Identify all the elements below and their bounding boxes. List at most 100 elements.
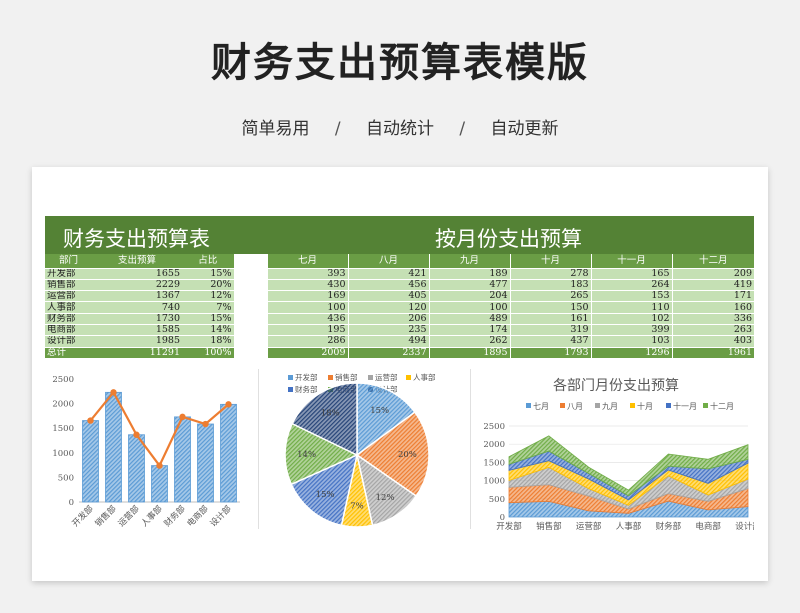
table-cell[interactable]: 2009 bbox=[266, 347, 348, 359]
table-cell[interactable]: 1730 bbox=[92, 313, 182, 325]
table-cell[interactable]: 开发部 bbox=[45, 268, 92, 280]
table-cell[interactable]: 2337 bbox=[347, 347, 429, 359]
legend-label: 十二月 bbox=[710, 401, 734, 411]
table-cell[interactable]: 206 bbox=[347, 313, 429, 325]
table-cell[interactable]: 100 bbox=[428, 301, 510, 314]
table-cell[interactable]: 421 bbox=[347, 268, 429, 280]
table-header-cell[interactable]: 部门 bbox=[45, 254, 92, 269]
table-cell[interactable]: 419 bbox=[671, 279, 754, 292]
table-cell[interactable]: 189 bbox=[428, 268, 510, 280]
table-cell[interactable]: 100% bbox=[182, 347, 234, 359]
legend-label: 人事部 bbox=[413, 372, 436, 382]
line-point bbox=[110, 389, 117, 396]
table-header-cell[interactable]: 八月 bbox=[347, 254, 429, 269]
banner-title-right[interactable]: 按月份支出预算 bbox=[435, 227, 582, 251]
table-header-cell[interactable]: 十一月 bbox=[590, 254, 672, 269]
table-cell[interactable]: 设计部 bbox=[45, 335, 92, 348]
table-cell[interactable]: 264 bbox=[590, 279, 672, 292]
table-cell[interactable]: 153 bbox=[590, 290, 672, 303]
table-cell[interactable]: 电商部 bbox=[45, 324, 92, 337]
table-cell[interactable]: 169 bbox=[266, 290, 348, 303]
table-header-cell[interactable]: 十月 bbox=[509, 254, 591, 269]
table-cell[interactable]: 336 bbox=[671, 313, 754, 325]
table-cell[interactable]: 15% bbox=[182, 313, 234, 325]
table-cell[interactable]: 20% bbox=[182, 279, 234, 292]
table-header-cell[interactable]: 九月 bbox=[428, 254, 510, 269]
line-point bbox=[202, 420, 209, 428]
table-cell[interactable]: 15% bbox=[182, 268, 234, 280]
table-header-cell[interactable]: 支出预算 bbox=[92, 254, 182, 269]
table-spacer-cell bbox=[233, 301, 267, 314]
table-cell[interactable]: 103 bbox=[590, 335, 672, 348]
table-cell[interactable]: 120 bbox=[347, 301, 429, 314]
banner-title-left[interactable]: 财务支出预算表 bbox=[63, 227, 210, 251]
bar bbox=[105, 391, 122, 503]
table-cell[interactable]: 1367 bbox=[92, 290, 182, 303]
table-cell[interactable]: 740 bbox=[92, 301, 182, 314]
table-header-cell[interactable]: 七月 bbox=[266, 254, 348, 269]
table-cell[interactable]: 7% bbox=[182, 301, 234, 314]
table-header-cell[interactable]: 占比 bbox=[182, 254, 234, 269]
budget-bar-chart[interactable]: 0 500 1000 1500 2000 2500 开发部 销售部 运营部 人事部 财务部 电商部 设计… bbox=[46, 369, 244, 531]
table-cell[interactable]: 399 bbox=[590, 324, 672, 337]
table-cell[interactable]: 人事部 bbox=[45, 301, 92, 314]
table-cell[interactable]: 1985 bbox=[92, 335, 182, 348]
table-cell[interactable]: 286 bbox=[266, 335, 348, 348]
table-cell[interactable]: 1793 bbox=[509, 347, 591, 359]
table-cell[interactable]: 1961 bbox=[671, 347, 754, 359]
table-cell[interactable]: 1585 bbox=[92, 324, 182, 337]
table-cell[interactable]: 403 bbox=[671, 335, 754, 348]
table-cell[interactable]: 14% bbox=[182, 324, 234, 337]
table-cell[interactable]: 174 bbox=[428, 324, 510, 337]
table-cell[interactable]: 430 bbox=[266, 279, 348, 292]
table-cell[interactable]: 235 bbox=[347, 324, 429, 337]
table-cell[interactable]: 278 bbox=[509, 268, 591, 280]
pie-slice bbox=[356, 382, 416, 457]
table-cell[interactable]: 393 bbox=[266, 268, 348, 280]
table-cell[interactable]: 262 bbox=[428, 335, 510, 348]
table-cell[interactable]: 165 bbox=[590, 268, 672, 280]
table-cell[interactable]: 1895 bbox=[428, 347, 510, 359]
table-cell[interactable]: 161 bbox=[509, 313, 591, 325]
table-cell[interactable]: 195 bbox=[266, 324, 348, 337]
table-cell[interactable]: 263 bbox=[671, 324, 754, 337]
table-cell[interactable]: 183 bbox=[509, 279, 591, 292]
table-cell[interactable]: 1296 bbox=[590, 347, 672, 359]
table-header-cell[interactable]: 十二月 bbox=[671, 254, 754, 269]
table-cell[interactable]: 18% bbox=[182, 335, 234, 348]
x-tick-label: 电商部 bbox=[695, 521, 721, 531]
legend-label: 运营部 bbox=[375, 372, 398, 382]
table-cell[interactable]: 100 bbox=[266, 301, 348, 314]
table-cell[interactable]: 110 bbox=[590, 301, 672, 314]
x-tick-label: 运营部 bbox=[576, 521, 602, 531]
pie-data-label: 12% bbox=[376, 493, 395, 503]
table-cell[interactable]: 运营部 bbox=[45, 290, 92, 303]
y-tick-label: 1500 bbox=[483, 458, 505, 468]
table-cell[interactable]: 265 bbox=[509, 290, 591, 303]
table-cell[interactable]: 2229 bbox=[92, 279, 182, 292]
table-cell[interactable]: 319 bbox=[509, 324, 591, 337]
table-cell[interactable]: 204 bbox=[428, 290, 510, 303]
table-cell[interactable]: 477 bbox=[428, 279, 510, 292]
budget-share-pie-chart[interactable]: 开发部销售部运营部人事部财务部电商部设计部15%20%12%7%15%14%18… bbox=[276, 369, 454, 531]
table-cell[interactable]: 1655 bbox=[92, 268, 182, 280]
table-cell[interactable]: 436 bbox=[266, 313, 348, 325]
table-cell[interactable]: 财务部 bbox=[45, 313, 92, 325]
table-cell[interactable]: 489 bbox=[428, 313, 510, 325]
table-cell[interactable]: 总计 bbox=[45, 347, 92, 359]
table-cell[interactable]: 405 bbox=[347, 290, 429, 303]
x-tick-label: 设计部 bbox=[208, 503, 234, 529]
table-cell[interactable]: 437 bbox=[509, 335, 591, 348]
table-cell[interactable]: 销售部 bbox=[45, 279, 92, 292]
table-cell[interactable]: 150 bbox=[509, 301, 591, 314]
table-cell[interactable]: 12% bbox=[182, 290, 234, 303]
table-cell[interactable]: 171 bbox=[671, 290, 754, 303]
table-cell[interactable]: 160 bbox=[671, 301, 754, 314]
table-cell[interactable]: 209 bbox=[671, 268, 754, 280]
table-cell[interactable]: 11291 bbox=[92, 347, 182, 359]
x-tick-label: 开发部 bbox=[496, 521, 522, 531]
monthly-area-chart[interactable]: 各部门月份支出预算 七月 八月 九月 十月 十一月 十二月 0 500 1000 1500 2000 2… bbox=[478, 369, 761, 532]
table-cell[interactable]: 494 bbox=[347, 335, 429, 348]
table-cell[interactable]: 456 bbox=[347, 279, 429, 292]
table-cell[interactable]: 102 bbox=[590, 313, 672, 325]
